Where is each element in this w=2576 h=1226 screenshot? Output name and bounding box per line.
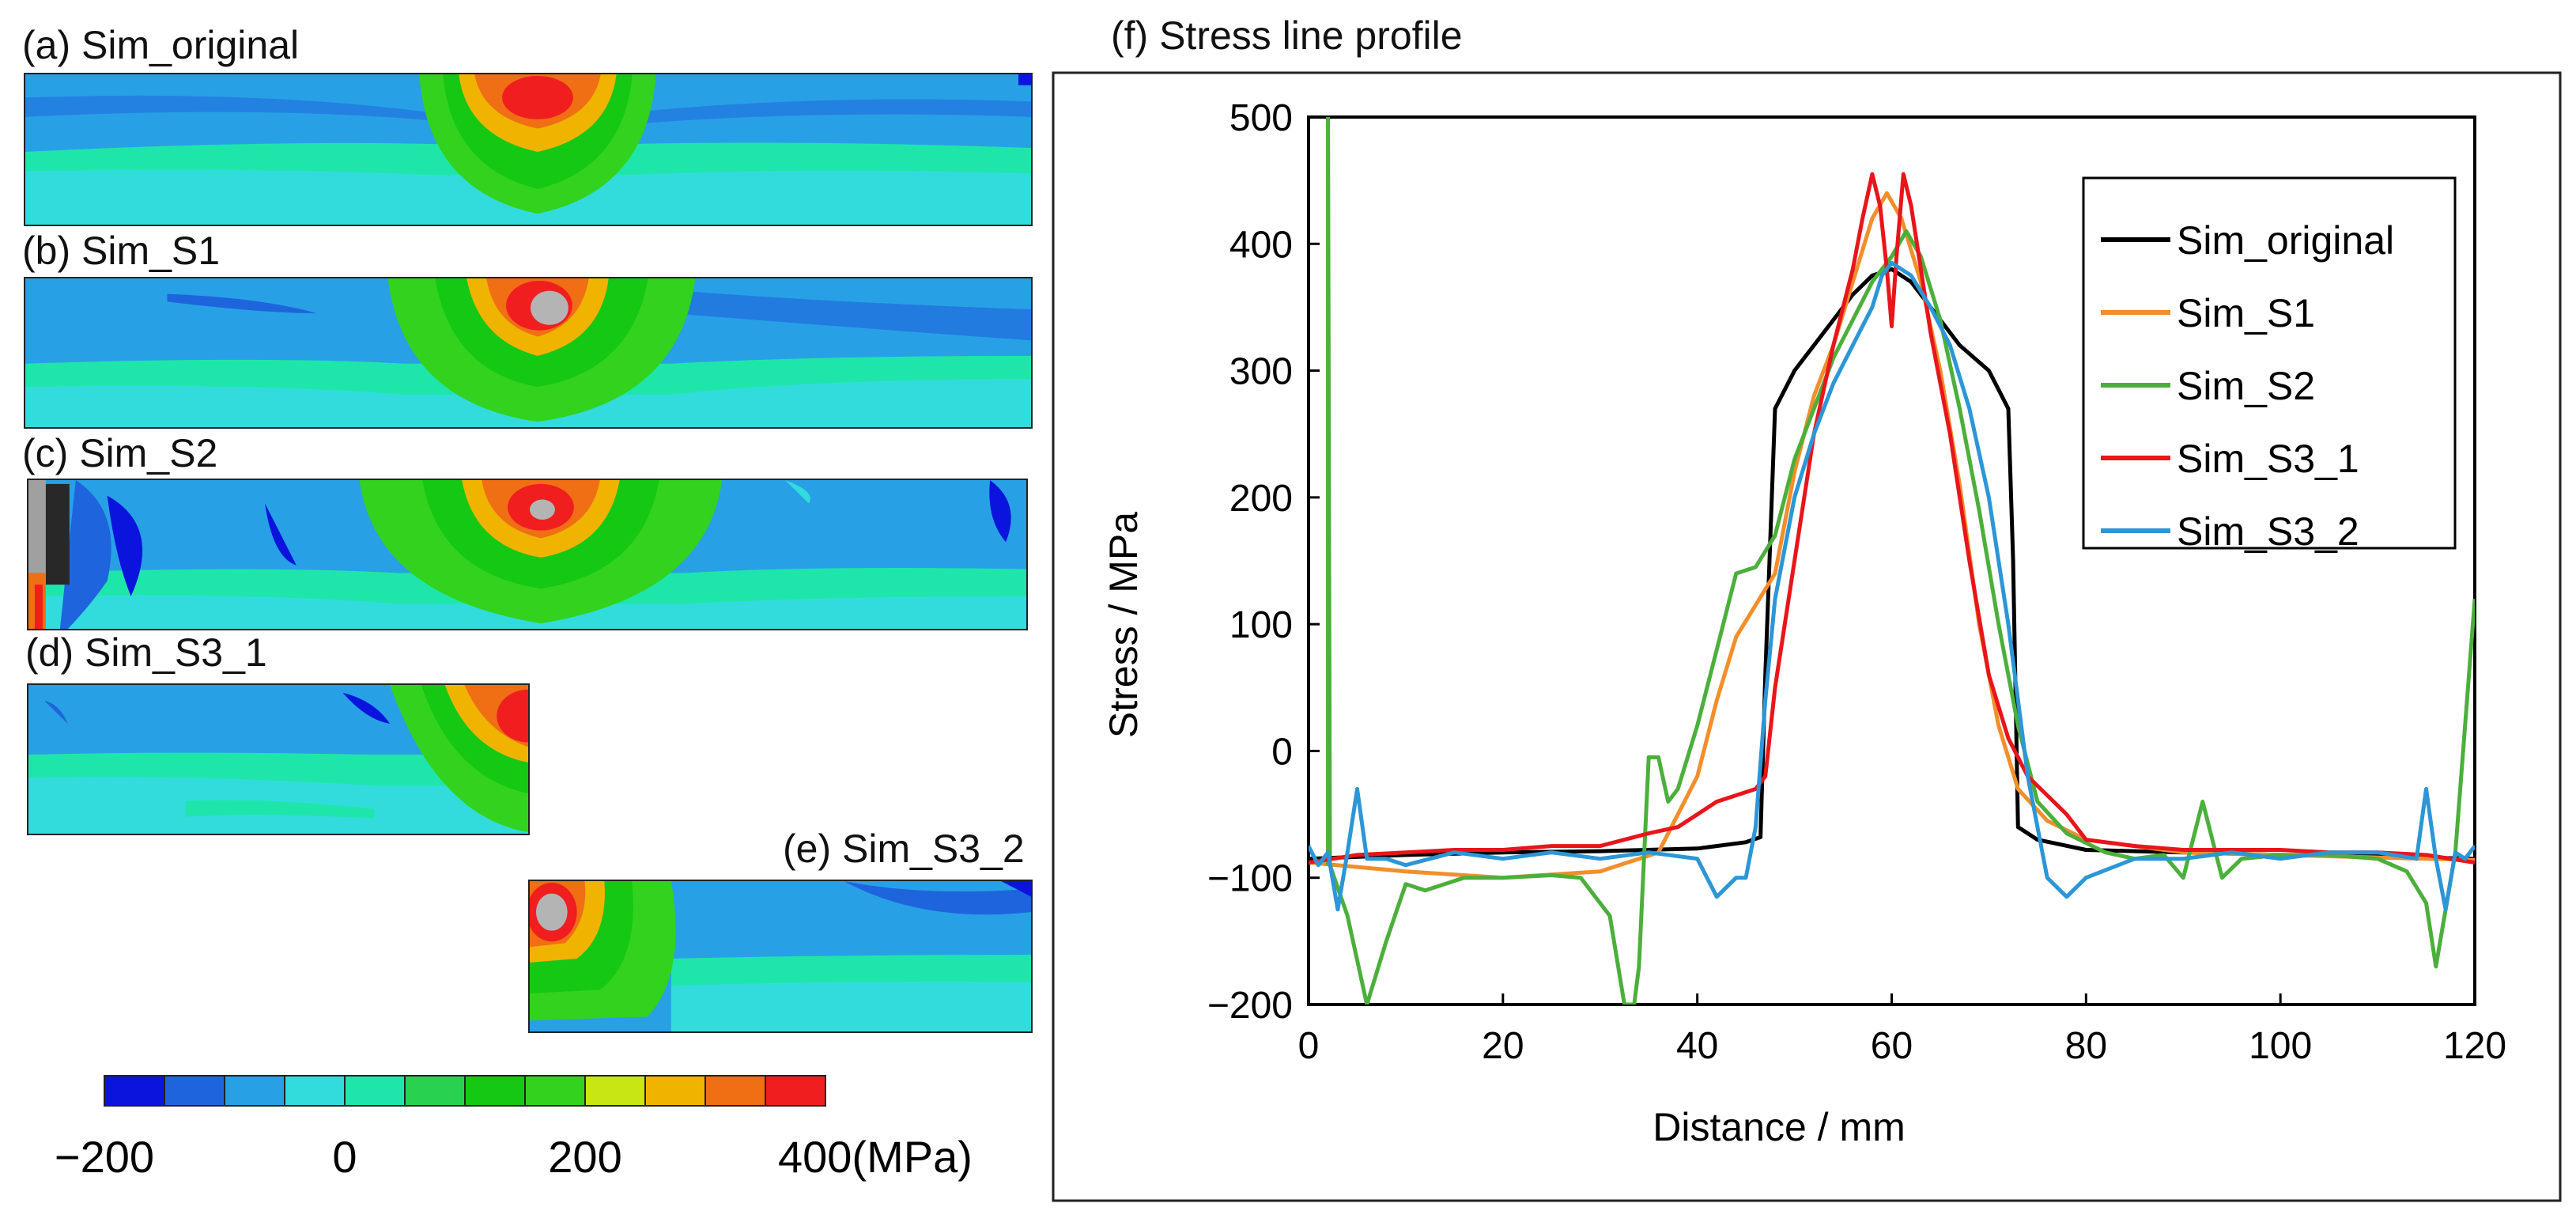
contour-plot-b: [24, 277, 1033, 429]
x-tick-label: 20: [1482, 1025, 1524, 1067]
contour-plot-e: [528, 880, 1033, 1033]
colorbar-cell: [164, 1075, 225, 1107]
colorbar-tick-label: −200: [55, 1132, 154, 1182]
colorbar-tick-label: 0: [332, 1132, 357, 1182]
legend-label: Sim_original: [2177, 218, 2394, 263]
y-tick-label: 500: [1229, 97, 1293, 139]
y-tick-label: −100: [1207, 858, 1293, 900]
x-tick-label: 80: [2065, 1025, 2107, 1067]
legend-label: Sim_S1: [2177, 291, 2315, 335]
colorbar-cell: [284, 1075, 346, 1107]
panel-a-title: (a) Sim_original: [22, 23, 300, 67]
x-axis-label: Distance / mm: [1652, 1105, 1906, 1149]
legend-label: Sim_S2: [2177, 364, 2315, 408]
colorbar-cell: [404, 1075, 466, 1107]
y-tick-label: 400: [1229, 224, 1293, 266]
colorbar-cell: [344, 1075, 406, 1107]
y-tick-label: 100: [1229, 604, 1293, 646]
y-tick-label: 0: [1271, 731, 1293, 773]
panel-d-title: (d) Sim_S3_1: [25, 630, 267, 675]
panel-c-title: (c) Sim_S2: [22, 431, 218, 475]
x-tick-label: 100: [2249, 1025, 2312, 1067]
colorbar-cell: [524, 1075, 586, 1107]
colorbar-cell: [765, 1075, 826, 1107]
y-tick-label: 200: [1229, 478, 1293, 520]
contour-plot-c: [27, 479, 1028, 630]
panel-e-title: (e) Sim_S3_2: [783, 827, 1025, 871]
panel-b-title: (b) Sim_S1: [22, 229, 221, 273]
stress-line-chart: 0 20 40 60 80 100 120−200−1000100200300400500 …: [1052, 71, 2562, 1202]
y-tick-label: 300: [1229, 351, 1293, 393]
colorbar-cell: [464, 1075, 526, 1107]
legend-label: Sim_S3_1: [2177, 437, 2359, 481]
contour-plot-d: [27, 683, 530, 835]
series-line-sim-original: [1309, 267, 2475, 861]
colorbar-tick-label: 400(MPa): [778, 1132, 973, 1182]
colorbar-cell: [224, 1075, 285, 1107]
colorbar-cell: [704, 1075, 766, 1107]
contour-plot-a: [24, 73, 1033, 226]
colorbar-cell: [644, 1075, 706, 1107]
chart-title: (f) Stress line profile: [1111, 13, 1463, 58]
y-tick-label: −200: [1207, 985, 1293, 1027]
x-tick-label: 120: [2443, 1025, 2506, 1067]
x-tick-label: 60: [1871, 1025, 1913, 1067]
colorbar-tick-label: 200: [548, 1132, 621, 1182]
series-line-sim-s3-2: [1309, 260, 2475, 912]
legend-label: Sim_S3_2: [2177, 509, 2359, 554]
series-line-sim-s2: [1326, 117, 2475, 1005]
colorbar-cell: [104, 1075, 165, 1107]
colorbar-cell: [584, 1075, 646, 1107]
colorbar: −200 0 200 400(MPa): [55, 1075, 973, 1182]
y-axis-label: Stress / MPa: [1101, 512, 1146, 738]
x-tick-label: 0: [1298, 1025, 1320, 1067]
x-tick-label: 40: [1676, 1025, 1718, 1067]
